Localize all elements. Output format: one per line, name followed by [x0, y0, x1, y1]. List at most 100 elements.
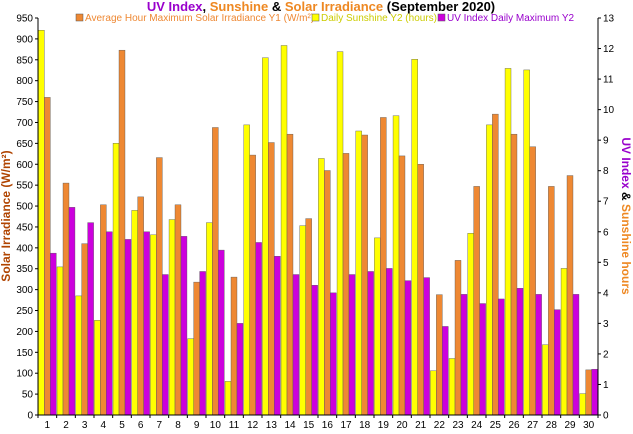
x-tick-label: 4: [101, 420, 107, 431]
x-tick-label: 28: [546, 420, 558, 431]
y-right-tick-label: 1: [603, 380, 609, 391]
bar-solar-irradiance: [492, 113, 499, 416]
bar-sunshine: [262, 57, 269, 416]
y-axis-left-label: Solar Irradiance (W/m²): [0, 150, 13, 281]
y-left-tick-label: 900: [16, 34, 33, 45]
x-tick-label: 18: [359, 420, 371, 431]
bar-solar-irradiance: [398, 155, 406, 416]
bar-sunshine: [374, 237, 381, 416]
x-tick-label: 23: [452, 420, 464, 431]
bar-sunshine: [430, 370, 437, 416]
bar-uv-index: [479, 303, 486, 416]
x-tick-label: 3: [82, 420, 88, 431]
x-tick-label: 26: [508, 420, 520, 431]
left-axis-ticks: 0 50 100 150 200 250 300 350 400 450 500 550 600 650 7…: [16, 14, 38, 422]
y-left-tick-label: 350: [16, 264, 33, 275]
y-left-tick-label: 150: [16, 348, 33, 359]
y-right-tick-label: 13: [603, 14, 615, 25]
bar-sunshine: [336, 51, 344, 416]
bar-solar-irradiance: [510, 133, 518, 416]
bar-solar-irradiance: [212, 127, 219, 416]
y-left-tick-label: 500: [16, 202, 33, 213]
y-axis-right-label-part: UV Index: [619, 137, 633, 189]
x-tick-label: 2: [63, 420, 69, 431]
y-left-tick-label: 600: [16, 160, 33, 171]
x-tick-label: 17: [340, 420, 352, 431]
bar-uv-index: [236, 323, 244, 416]
bar-sunshine: [542, 344, 549, 416]
bar-solar-irradiance: [417, 164, 424, 416]
bar-solar-irradiance: [324, 170, 331, 416]
y-left-tick-label: 650: [16, 139, 33, 150]
bar-solar-irradiance: [62, 182, 70, 416]
x-tick-label: 29: [564, 420, 576, 431]
x-tick-label: 19: [378, 420, 390, 431]
bar-uv-index: [199, 271, 206, 416]
x-tick-label: 15: [303, 420, 315, 431]
bar-sunshine: [131, 210, 138, 416]
chart-title-part: Sunshine: [210, 0, 269, 14]
bar-sunshine: [75, 295, 82, 416]
bar-solar-irradiance: [305, 218, 312, 416]
x-tick-label: 8: [175, 420, 181, 431]
bar-uv-index: [330, 292, 337, 416]
x-tick-label: 21: [415, 420, 427, 431]
y-left-tick-label: 750: [16, 97, 33, 108]
y-axis-right-label-part: &: [619, 189, 633, 204]
y-axis-right-label-part: Sunshine hours: [619, 204, 633, 295]
chart-title-part: UV Index: [147, 0, 203, 14]
bar-uv-index: [143, 231, 150, 416]
bar-solar-irradiance: [100, 204, 107, 416]
bar-sunshine: [504, 68, 512, 416]
x-tick-label: 5: [119, 420, 125, 431]
y-right-tick-label: 8: [603, 166, 609, 177]
bar-uv-index: [460, 294, 468, 416]
bar-sunshine: [112, 143, 120, 416]
bar-solar-irradiance: [174, 204, 182, 416]
y-left-tick-label: 100: [16, 369, 33, 380]
chart-title: UV Index, Sunshine & Solar Irradiance (S…: [147, 0, 495, 14]
y-right-tick-label: 9: [603, 136, 609, 147]
y-right-tick-label: 0: [603, 411, 609, 422]
y-left-tick-label: 800: [16, 76, 33, 87]
x-tick-label: 20: [396, 420, 408, 431]
bar-uv-index: [442, 326, 449, 416]
bar-solar-irradiance: [436, 294, 443, 416]
bar-sunshine: [467, 233, 474, 416]
x-tick-label: 7: [157, 420, 163, 431]
bar-sunshine: [206, 222, 213, 416]
bar-uv-index: [50, 252, 57, 416]
bar-uv-index: [218, 249, 225, 416]
y-right-tick-label: 5: [603, 258, 609, 269]
y-left-tick-label: 300: [16, 285, 33, 296]
bar-uv-index: [367, 271, 374, 416]
bar-sunshine: [355, 130, 362, 416]
x-tick-label: 24: [471, 420, 483, 431]
bar-sunshine: [579, 393, 586, 416]
x-tick-label: 13: [266, 420, 278, 431]
bar-solar-irradiance: [566, 175, 574, 416]
x-tick-label: 16: [322, 420, 334, 431]
y-left-tick-label: 950: [16, 14, 33, 25]
y-right-tick-label: 2: [603, 349, 609, 360]
legend-label: Daily Sunshine Y2 (hours): [321, 13, 437, 24]
bar-uv-index: [274, 256, 281, 416]
bar-sunshine: [224, 381, 232, 416]
bar-sunshine: [243, 124, 250, 416]
bar-uv-index: [348, 274, 356, 416]
x-tick-label: 27: [527, 420, 539, 431]
y-right-tick-label: 7: [603, 197, 609, 208]
bar-uv-index: [572, 294, 580, 416]
bar-solar-irradiance: [81, 243, 88, 416]
plot-area-background: [38, 18, 598, 415]
bar-sunshine: [392, 115, 400, 416]
bar-uv-index: [292, 274, 300, 416]
bar-uv-index: [255, 242, 262, 416]
bar-uv-index: [87, 222, 94, 416]
bar-sunshine: [150, 234, 157, 416]
bar-sunshine: [523, 69, 530, 416]
bar-sunshine: [486, 124, 493, 416]
bar-sunshine: [94, 320, 101, 416]
y-left-tick-label: 0: [27, 411, 33, 422]
